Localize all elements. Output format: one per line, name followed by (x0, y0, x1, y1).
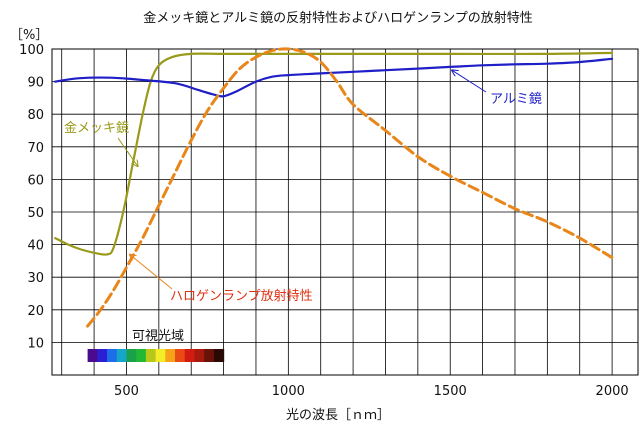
spectrum-segment (155, 349, 166, 362)
spectrum-segment (97, 349, 108, 362)
chart-title: 金メッキ鏡とアルミ鏡の反射特性およびハロゲンランプの放射特性 (143, 10, 532, 26)
y-tick-label: 30 (27, 271, 44, 286)
visible-spectrum-bar (87, 349, 225, 362)
x-tick-label: 1500 (434, 384, 467, 399)
annotation-aluminum: アルミ鏡 (452, 70, 542, 107)
spectrum-segment (184, 349, 196, 362)
x-axis-label: 光の波長［ｎｍ］ (286, 408, 390, 423)
spectrum-segment (107, 349, 118, 362)
annotation-halogen: ハロゲンランプ放射特性 (130, 254, 313, 304)
spectrum-segment (145, 349, 157, 362)
y-tick-label: 100 (19, 43, 44, 58)
y-tick-label: 20 (27, 304, 44, 319)
x-tick-label: 2000 (596, 384, 629, 399)
aluminum-mirror-line (54, 57, 614, 98)
y-tick-label: 60 (27, 173, 44, 188)
spectrum-segment (87, 349, 98, 362)
y-tick-label: 90 (27, 76, 44, 91)
x-tick-labels: 500 1000 1500 2000 (114, 384, 629, 399)
spectrum-segment (175, 349, 186, 362)
y-tick-label: 40 (27, 239, 44, 254)
x-tick-label: 500 (114, 384, 139, 399)
y-tick-label: 80 (27, 108, 44, 123)
spectrum-segment (136, 349, 147, 362)
y-tick-label: 50 (27, 206, 44, 221)
annotation-gold-arrow (117, 137, 138, 166)
y-axis-label: ［%］ (10, 28, 48, 43)
spectrum-segment (204, 349, 215, 362)
annotation-aluminum-arrow (452, 70, 487, 93)
annotation-halogen-arrow (130, 254, 173, 290)
plot-frame (51, 48, 639, 376)
annotation-aluminum-label: アルミ鏡 (490, 92, 542, 107)
spectrum-segment (116, 349, 128, 362)
spectrum-label: 可視光域 (132, 329, 184, 344)
spectrum-segment (126, 349, 137, 362)
series-lines (54, 47, 614, 328)
y-tick-labels: 10 20 30 40 50 60 70 80 90 100 (19, 43, 44, 351)
annotation-gold: 金メッキ鏡 (64, 120, 138, 166)
spectrum-segment (165, 349, 176, 362)
gold-mirror-line (54, 51, 614, 256)
y-tick-label: 10 (27, 336, 44, 351)
halogen-emission-line (86, 47, 614, 328)
annotation-halogen-label: ハロゲンランプ放射特性 (170, 288, 313, 304)
annotation-gold-label: 金メッキ鏡 (64, 120, 129, 136)
x-tick-label: 1000 (272, 384, 305, 399)
spectrum-segment (194, 349, 205, 362)
spectrum-segment (213, 349, 225, 362)
y-tick-label: 70 (27, 141, 44, 156)
grid (52, 48, 638, 375)
